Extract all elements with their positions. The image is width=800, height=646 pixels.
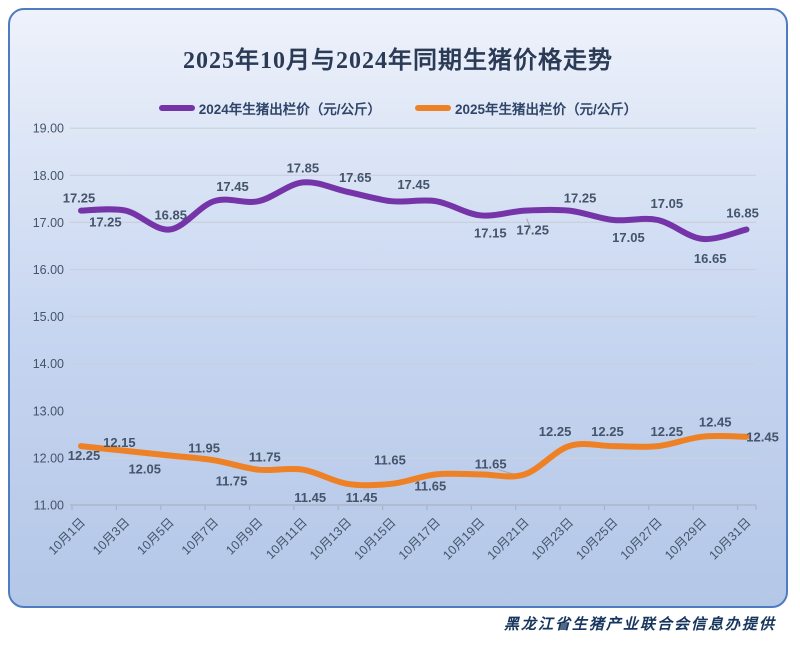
legend-label-2025: 2025年生猪出栏价（元/公斤） xyxy=(455,102,638,117)
x-axis-label: 10月5日 xyxy=(135,515,177,557)
data-label: 16.65 xyxy=(694,251,727,266)
data-label: 17.25 xyxy=(516,223,549,238)
data-label: 17.65 xyxy=(339,170,372,185)
data-label: 11.75 xyxy=(216,474,248,489)
data-label: 17.85 xyxy=(287,160,320,175)
data-label: 11.65 xyxy=(374,452,406,467)
x-axis-label: 10月31日 xyxy=(706,515,753,562)
legend-item-2025: 2025年生猪出栏价（元/公斤） xyxy=(415,98,637,118)
y-axis-label: 14.00 xyxy=(33,357,64,371)
data-label: 17.25 xyxy=(564,191,597,206)
x-axis-label: 10月15日 xyxy=(351,515,398,562)
data-label: 16.85 xyxy=(154,207,187,222)
y-axis-label: 16.00 xyxy=(33,263,64,277)
series-2024-line xyxy=(78,179,750,243)
x-axis-label: 10月27日 xyxy=(618,515,665,562)
y-axis-label: 12.00 xyxy=(33,451,64,465)
y-axis-label: 18.00 xyxy=(33,169,64,183)
data-label: 11.65 xyxy=(414,478,446,493)
x-axis-label: 10月9日 xyxy=(223,515,265,557)
legend-label-2024: 2024年生猪出栏价（元/公斤） xyxy=(198,102,381,117)
data-label: 17.15 xyxy=(474,225,507,240)
data-label: 11.65 xyxy=(475,456,507,471)
x-axis-label: 10月25日 xyxy=(573,515,620,562)
x-axis-label: 10月21日 xyxy=(485,515,532,562)
y-axis-label: 15.00 xyxy=(33,310,64,324)
data-label: 12.45 xyxy=(746,430,779,445)
data-label: 16.85 xyxy=(726,205,759,220)
legend-dash-2024-icon xyxy=(158,105,195,111)
data-label: 12.25 xyxy=(68,448,101,463)
data-label: 11.45 xyxy=(294,490,326,505)
label-leader-line xyxy=(526,218,532,230)
y-axis-label: 13.00 xyxy=(33,404,64,418)
chart-title: 2025年10月与2024年同期生猪价格走势 xyxy=(183,48,613,74)
data-label: 17.25 xyxy=(63,191,96,206)
y-axis-label: 19.00 xyxy=(33,122,64,136)
x-axis-label: 10月7日 xyxy=(179,515,221,557)
data-label: 11.45 xyxy=(346,490,378,505)
data-label: 12.25 xyxy=(651,424,684,439)
x-axis-label: 10月11日 xyxy=(263,515,310,562)
data-label: 11.75 xyxy=(249,450,281,465)
data-label: 12.05 xyxy=(128,462,161,477)
x-axis-label: 10月19日 xyxy=(440,515,487,562)
data-label: 17.45 xyxy=(397,177,430,192)
data-label: 12.25 xyxy=(591,424,624,439)
x-axis-label: 10月23日 xyxy=(529,515,576,562)
x-axis-label: 10月3日 xyxy=(90,515,132,557)
x-axis-label: 10月13日 xyxy=(307,515,354,562)
series-2025-line xyxy=(78,432,750,489)
data-label: 17.45 xyxy=(216,179,249,194)
legend-item-2024: 2024年生猪出栏价（元/公斤） xyxy=(158,98,381,118)
data-label: 12.25 xyxy=(539,424,572,439)
data-label: 17.05 xyxy=(612,230,645,245)
data-label: 12.45 xyxy=(699,415,732,430)
source-credit: 黑龙江省生猪产业联合会信息办提供 xyxy=(503,617,776,633)
y-axis-label: 11.00 xyxy=(34,499,64,513)
legend-dash-2025-icon xyxy=(415,105,451,111)
data-label: 17.05 xyxy=(651,196,684,211)
data-label: 12.15 xyxy=(103,435,136,450)
data-label: 17.25 xyxy=(89,215,122,230)
legend: 2024年生猪出栏价（元/公斤） 2025年生猪出栏价（元/公斤） xyxy=(10,98,786,118)
y-axis-label: 17.00 xyxy=(33,216,64,230)
x-axis-label: 10月1日 xyxy=(46,515,88,557)
x-axis-label: 10月17日 xyxy=(396,515,443,562)
chart-card: 2025年10月与2024年同期生猪价格走势 2024年生猪出栏价（元/公斤） … xyxy=(8,8,788,608)
x-axis-label: 10月29日 xyxy=(662,515,709,562)
data-label: 11.95 xyxy=(188,440,220,455)
